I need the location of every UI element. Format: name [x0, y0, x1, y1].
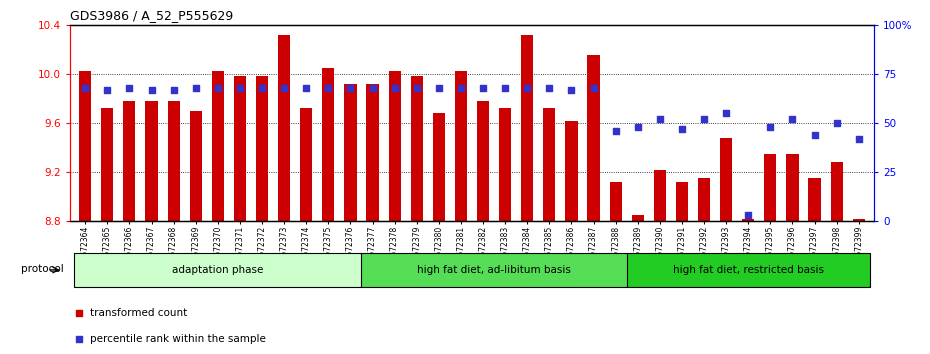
Bar — [256, 76, 268, 221]
Bar — [565, 121, 578, 221]
Point — [188, 85, 203, 91]
Bar — [389, 72, 401, 221]
Point — [100, 87, 114, 92]
Point — [343, 85, 358, 91]
Point — [454, 85, 469, 91]
Point — [520, 85, 535, 91]
Point — [210, 85, 225, 91]
Point — [299, 85, 313, 91]
Bar — [366, 84, 379, 221]
Point — [409, 85, 424, 91]
Bar — [588, 56, 600, 221]
Bar — [808, 178, 820, 221]
Point — [387, 85, 402, 91]
Bar — [627, 253, 870, 287]
Point — [674, 126, 689, 132]
Point — [277, 85, 292, 91]
Bar — [323, 68, 335, 221]
Bar — [124, 101, 136, 221]
Bar — [432, 113, 445, 221]
Text: GDS3986 / A_52_P555629: GDS3986 / A_52_P555629 — [70, 9, 233, 22]
Point — [697, 116, 711, 122]
Bar — [74, 253, 362, 287]
Text: high fat diet, restricted basis: high fat diet, restricted basis — [672, 265, 824, 275]
Point — [608, 128, 623, 134]
Bar — [278, 35, 290, 221]
Bar — [830, 162, 843, 221]
Point — [232, 85, 247, 91]
Bar — [742, 219, 754, 221]
Bar — [411, 76, 423, 221]
Point — [631, 124, 645, 130]
Bar — [233, 76, 246, 221]
Point — [321, 85, 336, 91]
Bar — [455, 72, 467, 221]
Bar — [654, 170, 666, 221]
Bar — [521, 35, 533, 221]
Bar — [631, 215, 644, 221]
Bar — [477, 101, 489, 221]
Bar — [212, 72, 224, 221]
Point — [432, 85, 446, 91]
Point — [741, 212, 756, 218]
Point — [785, 116, 800, 122]
Bar — [543, 108, 555, 221]
Bar — [101, 108, 113, 221]
Point — [830, 120, 844, 126]
Point — [122, 85, 137, 91]
Point — [652, 116, 667, 122]
Point — [542, 85, 557, 91]
Point — [807, 132, 822, 138]
Bar — [499, 108, 512, 221]
Bar — [362, 253, 627, 287]
Bar — [145, 101, 157, 221]
Point — [763, 124, 777, 130]
Point — [365, 85, 380, 91]
Bar — [853, 219, 865, 221]
Point — [78, 85, 93, 91]
Bar — [720, 138, 732, 221]
Point — [564, 87, 578, 92]
Point — [475, 85, 490, 91]
Bar — [167, 101, 179, 221]
Point — [166, 87, 181, 92]
Point — [255, 85, 270, 91]
Text: transformed count: transformed count — [90, 308, 187, 318]
Bar — [344, 84, 356, 221]
Bar — [764, 154, 777, 221]
Bar — [609, 182, 621, 221]
Text: adaptation phase: adaptation phase — [172, 265, 263, 275]
Bar — [300, 108, 312, 221]
Point — [586, 85, 601, 91]
Text: percentile rank within the sample: percentile rank within the sample — [90, 335, 266, 344]
Bar — [787, 154, 799, 221]
Bar — [79, 72, 91, 221]
Point — [851, 136, 866, 142]
Bar — [698, 178, 711, 221]
Point — [552, 189, 567, 195]
Point — [144, 87, 159, 92]
Text: protocol: protocol — [20, 264, 63, 274]
Text: high fat diet, ad-libitum basis: high fat diet, ad-libitum basis — [418, 265, 571, 275]
Bar — [676, 182, 688, 221]
Bar — [190, 111, 202, 221]
Point — [719, 110, 734, 116]
Point — [498, 85, 512, 91]
